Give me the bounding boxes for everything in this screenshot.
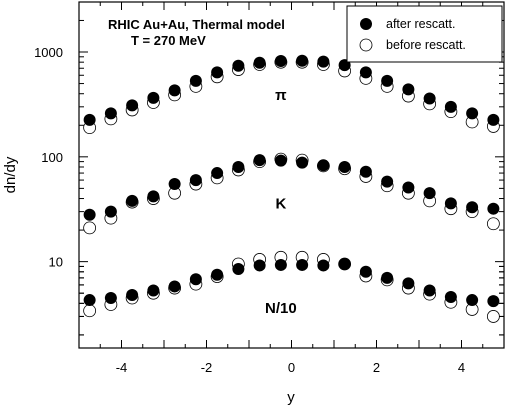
- series-before-rescatt: [83, 55, 500, 323]
- data-point-after: [423, 92, 436, 105]
- data-point-after: [211, 66, 224, 79]
- data-point-after: [487, 113, 500, 126]
- data-point-after: [211, 167, 224, 180]
- data-point-after: [168, 84, 181, 97]
- data-point-after: [274, 55, 287, 68]
- data-point-after: [402, 181, 415, 194]
- data-point-after: [232, 59, 245, 72]
- data-point-after: [126, 289, 139, 302]
- data-point-before: [83, 221, 97, 235]
- data-point-after: [423, 187, 436, 200]
- data-point-before: [83, 304, 97, 318]
- legend-box: [346, 5, 503, 63]
- data-point-after: [83, 208, 96, 221]
- data-point-after: [83, 113, 96, 126]
- x-tick-label: -2: [201, 360, 213, 375]
- data-point-after: [104, 291, 117, 304]
- data-point-after: [466, 201, 479, 214]
- legend-label-before: before rescatt.: [386, 38, 466, 52]
- data-point-after: [359, 66, 372, 79]
- data-point-after: [232, 160, 245, 173]
- particle-label: N/10: [265, 300, 297, 317]
- y-tick-labels: 10 100 1000: [34, 45, 63, 270]
- data-point-after: [466, 294, 479, 307]
- data-point-after: [317, 259, 330, 272]
- data-point-after: [104, 107, 117, 120]
- data-point-after: [402, 83, 415, 96]
- series-after-rescatt: [83, 54, 500, 308]
- particle-labels: π K N/10: [265, 87, 297, 317]
- data-point-after: [487, 295, 500, 308]
- y-tick-label: 100: [41, 150, 63, 165]
- data-point-after: [296, 258, 309, 271]
- data-point-after: [126, 194, 139, 207]
- data-point-after: [253, 56, 266, 69]
- data-point-after: [104, 205, 117, 218]
- annotation-line-2: T = 270 MeV: [131, 33, 206, 48]
- y-tick-label: 1000: [34, 45, 63, 60]
- data-point-after: [211, 268, 224, 281]
- data-point-after: [487, 202, 500, 215]
- data-point-after: [296, 156, 309, 169]
- data-point-after: [253, 154, 266, 167]
- data-point-after: [402, 277, 415, 290]
- data-point-after: [381, 175, 394, 188]
- x-tick-label: -4: [116, 360, 128, 375]
- x-tick-label: 0: [288, 360, 295, 375]
- data-point-after: [274, 258, 287, 271]
- data-point-after: [253, 259, 266, 272]
- x-tick-labels: -4 -2 0 2 4: [116, 360, 465, 375]
- legend: after rescatt. before rescatt.: [346, 5, 503, 63]
- data-point-after: [147, 284, 160, 297]
- data-point-after: [274, 154, 287, 167]
- data-point-after: [189, 74, 202, 87]
- data-point-after: [189, 174, 202, 187]
- data-point-after: [189, 273, 202, 286]
- data-point-after: [338, 160, 351, 173]
- data-point-after: [444, 290, 457, 303]
- data-point-after: [381, 74, 394, 87]
- x-tick-label: 4: [458, 360, 465, 375]
- data-point-after: [147, 91, 160, 104]
- data-point-after: [168, 280, 181, 293]
- data-point-after: [317, 55, 330, 68]
- data-point-before: [486, 310, 500, 323]
- particle-label: K: [275, 195, 286, 212]
- data-point-after: [147, 190, 160, 203]
- data-point-after: [466, 107, 479, 120]
- data-point-after: [296, 54, 309, 67]
- legend-marker-before: [359, 38, 373, 52]
- annotation-line-1: RHIC Au+Au, Thermal model: [108, 17, 285, 32]
- legend-label-after: after rescatt.: [386, 17, 455, 31]
- data-point-after: [444, 100, 457, 113]
- y-axis-label: dn/dy: [2, 156, 19, 193]
- data-point-after: [317, 159, 330, 172]
- x-axis-label: y: [287, 389, 295, 406]
- legend-marker-after: [360, 18, 372, 30]
- data-point-after: [359, 165, 372, 178]
- y-tick-label: 10: [49, 255, 63, 270]
- data-point-after: [232, 263, 245, 276]
- data-point-before: [486, 217, 500, 231]
- data-point-after: [381, 271, 394, 284]
- data-point-after: [126, 99, 139, 112]
- particle-label: π: [275, 87, 287, 104]
- data-point-after: [83, 294, 96, 307]
- x-tick-label: 2: [373, 360, 380, 375]
- data-point-after: [338, 257, 351, 270]
- data-point-after: [359, 265, 372, 278]
- data-point-after: [168, 178, 181, 191]
- data-point-after: [423, 284, 436, 297]
- data-point-after: [444, 197, 457, 210]
